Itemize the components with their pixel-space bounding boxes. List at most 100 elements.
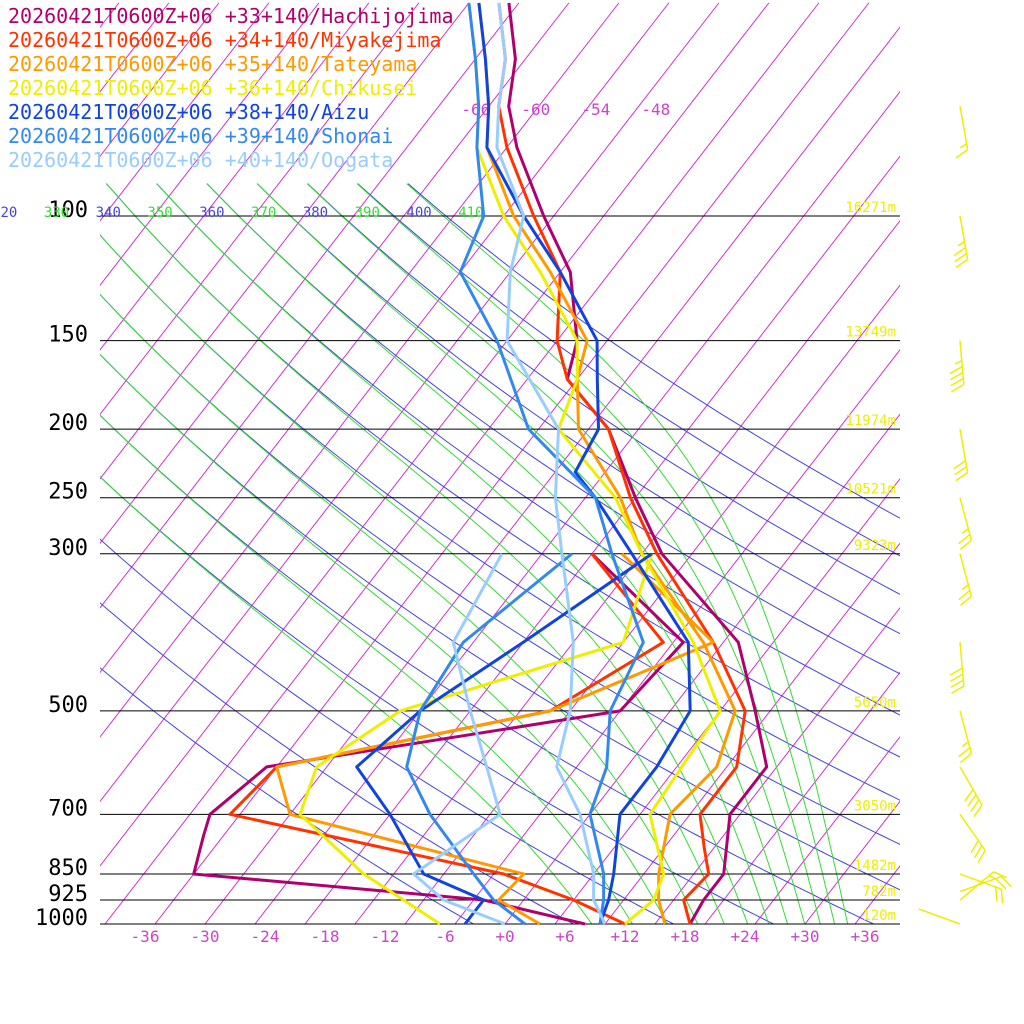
isotherm-line xyxy=(404,284,900,924)
moist-adiabat-line xyxy=(100,293,699,924)
temperature-profile xyxy=(507,2,769,925)
isotherm-line xyxy=(704,671,900,924)
pressure-label: 1000 xyxy=(35,906,88,931)
theta-label: 390 xyxy=(355,205,380,221)
pressure-label: 850 xyxy=(48,856,88,881)
temperature-tick-label: -18 xyxy=(311,927,340,946)
isotherm-line xyxy=(454,348,900,924)
height-label: 13749m xyxy=(845,325,896,341)
temperature-tick-label: -24 xyxy=(251,927,280,946)
isotherm-line xyxy=(654,607,900,924)
isotherm-line xyxy=(104,2,820,924)
height-label: 120m xyxy=(862,908,896,924)
pressure-label: 200 xyxy=(48,411,88,436)
pressure-label: 700 xyxy=(48,796,88,821)
wind-barb xyxy=(918,908,961,925)
dry-adiabat-line xyxy=(307,183,900,595)
dewpoint-profile xyxy=(228,552,665,926)
wind-barb xyxy=(959,813,986,864)
wind-barb xyxy=(958,710,973,764)
temperature-tick-label: +18 xyxy=(671,927,700,946)
pressure-label: 150 xyxy=(48,323,88,348)
temperature-tick-label: -36 xyxy=(131,927,160,946)
theta-label: 410 xyxy=(458,205,483,221)
theta-label: 360 xyxy=(199,205,224,221)
upper-temperature-label: -54 xyxy=(581,100,610,119)
theta-label: 400 xyxy=(406,205,431,221)
isotherm-line xyxy=(554,478,900,924)
theta-label: 330 xyxy=(44,205,69,221)
dry-adiabat-line xyxy=(100,667,474,924)
wind-barbs xyxy=(918,106,1012,925)
dry-adiabat-line xyxy=(106,183,900,758)
dry-adiabat-line xyxy=(156,183,900,716)
temperature-tick-label: -12 xyxy=(371,927,400,946)
isotherm-line xyxy=(254,90,900,924)
wind-barb xyxy=(959,766,983,818)
dry-adiabat-line xyxy=(206,183,900,675)
moist-adiabat-line xyxy=(406,183,849,924)
moist-adiabat-line xyxy=(256,183,806,924)
temperature-tick-label: +30 xyxy=(791,927,820,946)
moist-adiabat-line xyxy=(206,183,788,924)
axis-labels: 100 16271m 150 13749m 200 11974m 250 10521m 300 9… xyxy=(0,100,896,946)
theta-label: 380 xyxy=(303,205,328,221)
wind-barb xyxy=(953,215,969,269)
legend-entry-aizu: 20260421T0600Z+06 +38+140/Aizu xyxy=(8,100,370,124)
dry-adiabat-line xyxy=(407,183,900,519)
dewpoint-profile xyxy=(275,552,715,926)
temperature-profile xyxy=(497,2,747,925)
isotherm-line xyxy=(100,2,420,416)
theta-label: 340 xyxy=(96,205,121,221)
wind-barb xyxy=(959,873,1004,904)
pressure-label: 100 xyxy=(48,198,88,223)
height-label: 9323m xyxy=(854,538,896,554)
isotherm-line xyxy=(100,2,320,287)
legend-entry-shonai: 20260421T0600Z+06 +39+140/Shonai xyxy=(8,124,394,148)
temperature-profile xyxy=(495,2,607,925)
temperature-tick-label: +12 xyxy=(611,927,640,946)
height-label: 782m xyxy=(862,884,896,900)
dry-adiabat-line xyxy=(100,538,674,924)
height-label: 5650m xyxy=(854,695,896,711)
dewpoint-profile xyxy=(412,553,506,926)
pressure-label: 925 xyxy=(48,882,88,907)
upper-temperature-label: -48 xyxy=(641,100,670,119)
isotherm-line xyxy=(854,865,900,924)
sounding-profiles xyxy=(192,2,769,926)
upper-temperature-label: -66 xyxy=(461,100,490,119)
dry-adiabat-line xyxy=(100,234,900,801)
dry-adiabat-line xyxy=(100,293,900,845)
upper-temperature-label: -60 xyxy=(521,100,550,119)
isotherm-line xyxy=(354,219,900,924)
dewpoint-profile xyxy=(355,552,653,925)
temperature-tick-label: +6 xyxy=(555,927,574,946)
legend-entry-oogata: 20260421T0600Z+06 +40+140/Oogata xyxy=(8,148,394,172)
height-label: 16271m xyxy=(845,200,896,216)
pressure-label: 500 xyxy=(48,693,88,718)
wind-barb xyxy=(949,340,965,393)
isotherm-line xyxy=(100,2,670,738)
moist-adiabat-line xyxy=(100,234,725,924)
isotherm-line xyxy=(100,2,520,545)
theta-label: 320 xyxy=(0,205,17,221)
pressure-lines xyxy=(100,215,900,925)
legend-entry-tateyama: 20260421T0600Z+06 +35+140/Tateyama xyxy=(8,52,418,76)
temperature-tick-label: +36 xyxy=(851,927,880,946)
isotherm-line xyxy=(754,736,900,924)
temperature-tick-label: +24 xyxy=(731,927,760,946)
isotherm-line xyxy=(100,2,720,803)
isotherm-line xyxy=(604,542,900,924)
isotherm-lines xyxy=(100,2,900,924)
dry-adiabat-line xyxy=(100,602,574,924)
wind-barb xyxy=(959,871,1007,901)
height-label: 1482m xyxy=(854,858,896,874)
moist-adiabat-line xyxy=(306,183,821,924)
wind-barb xyxy=(953,428,969,482)
height-label: 11974m xyxy=(845,413,896,429)
wind-barb xyxy=(958,553,973,607)
dry-adiabat-line xyxy=(357,183,900,557)
moist-adiabat-line xyxy=(356,183,835,924)
moist-adiabat-line xyxy=(106,183,749,924)
